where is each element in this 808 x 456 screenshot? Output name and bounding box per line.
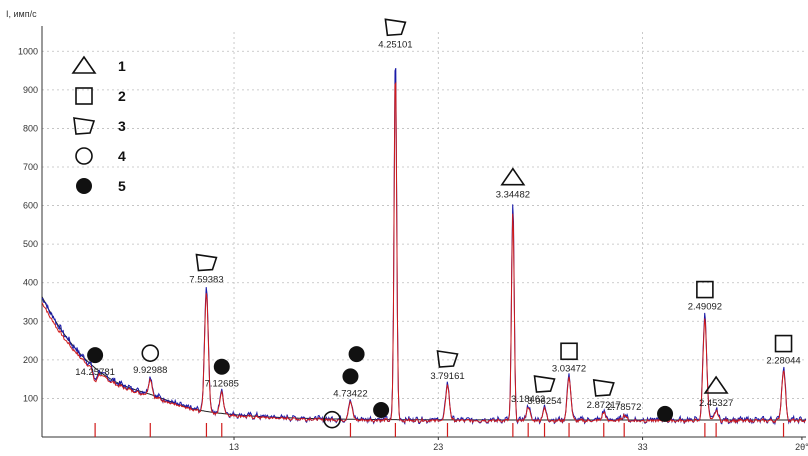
y-tick-label: 300 [23, 316, 38, 326]
filled-circle-marker [87, 347, 104, 364]
pentagon-marker [533, 375, 556, 393]
y-tick-label: 700 [23, 162, 38, 172]
peak-label: 2.28044 [766, 356, 800, 367]
filled-circle-marker [373, 402, 390, 418]
filled-circle-marker [76, 178, 92, 194]
legend-label: 4 [118, 148, 126, 164]
legend-label: 2 [118, 88, 126, 104]
y-tick-label: 600 [23, 201, 38, 211]
open-circle-marker [323, 410, 341, 429]
peak-label: 7.12685 [205, 379, 239, 390]
peak-label: 14.25781 [75, 367, 115, 378]
peak-label: 3.03472 [552, 363, 586, 374]
reference-bars [94, 423, 785, 437]
square-marker [560, 342, 578, 361]
pentagon-marker [73, 117, 96, 135]
triangle-marker [71, 55, 97, 74]
peak-label: 4.73422 [333, 388, 367, 399]
peak-label: 2.87217 [587, 400, 621, 411]
peak-label: 4.25101 [378, 39, 412, 50]
peak-label: 2.78572 [607, 402, 641, 413]
triangle-marker [500, 167, 526, 186]
y-tick-label: 900 [23, 85, 38, 95]
peak-label: 3.79161 [430, 371, 464, 382]
square-marker [696, 280, 714, 299]
calculated-pattern-line [41, 81, 807, 424]
square-marker [774, 334, 793, 353]
y-tick-label: 500 [23, 239, 38, 249]
pentagon-marker [195, 253, 218, 272]
peak-labels: 14.25781 9.92988 7.59383 7.12685 4.73422 4.25… [75, 39, 800, 413]
peak-label: 3.06254 [527, 396, 561, 407]
triangle-marker [703, 375, 729, 394]
peak-label: 7.59383 [189, 275, 223, 286]
grid-lines [42, 32, 806, 437]
axes [41, 26, 806, 440]
filled-circle-marker [342, 368, 359, 385]
filled-circle-marker [213, 358, 230, 375]
y-tick-label: 1000 [18, 46, 38, 56]
y-tick-label: 400 [23, 278, 38, 288]
legend-label: 3 [118, 118, 126, 134]
legend: 1 2 3 4 5 [71, 55, 126, 194]
x-tick-label: 2θ° [795, 442, 808, 452]
peak-label: 3.34482 [496, 190, 530, 201]
peak-label: 2.49092 [688, 302, 722, 313]
filled-circle-marker [657, 405, 674, 422]
y-tick-label: 100 [23, 393, 38, 403]
pentagon-marker [592, 378, 615, 397]
phase-markers [87, 18, 793, 429]
pentagon-marker [436, 350, 459, 368]
peak-label: 3.18463 [511, 394, 545, 405]
filled-circle-marker [348, 346, 365, 363]
x-tick-label: 33 [638, 442, 648, 452]
y-axis-label: I, имп/с [6, 9, 37, 19]
open-circle-marker [141, 344, 160, 363]
x-tick-label: 23 [433, 442, 443, 452]
peak-label: 2.45327 [699, 398, 733, 409]
square-marker [75, 87, 93, 105]
open-circle-marker [75, 147, 93, 165]
legend-label: 5 [118, 178, 126, 194]
peak-label: 9.92988 [133, 365, 167, 376]
x-tick-label: 13 [229, 442, 239, 452]
y-tick-label: 200 [23, 355, 38, 365]
pentagon-marker [384, 18, 407, 37]
y-tick-label: 800 [23, 123, 38, 133]
legend-label: 1 [118, 58, 126, 74]
